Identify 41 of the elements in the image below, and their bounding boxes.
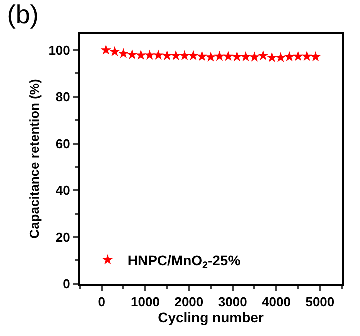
point <box>110 46 120 57</box>
point <box>302 51 312 62</box>
x-tick-label: 5000 <box>306 294 335 310</box>
point <box>214 51 226 62</box>
point <box>232 52 243 62</box>
point <box>170 50 182 60</box>
x-tick-label: 3000 <box>218 294 248 310</box>
x-tick-label: 2000 <box>174 294 204 310</box>
point <box>136 50 146 60</box>
y-tick-label: 80 <box>56 90 70 105</box>
point <box>240 52 252 62</box>
point <box>153 50 164 60</box>
x-tick-label: 4000 <box>262 294 291 310</box>
legend-label: HNPC/MnO$_{2}$-25% <box>128 252 242 272</box>
point <box>223 51 234 62</box>
point <box>258 50 269 60</box>
point <box>118 48 129 58</box>
y-tick-label: 20 <box>56 230 70 245</box>
point <box>206 52 216 62</box>
y-tick-label: 100 <box>48 42 70 58</box>
point <box>196 51 208 62</box>
point <box>179 50 190 60</box>
point <box>144 50 156 60</box>
x-axis-title: Cycling number <box>158 310 264 326</box>
point <box>100 44 112 55</box>
point <box>188 50 199 60</box>
point <box>162 50 173 60</box>
y-tick-label: 60 <box>56 136 70 152</box>
point <box>293 51 304 62</box>
point <box>127 49 138 60</box>
y-axis-title: Capacitance retention (%) <box>27 79 42 239</box>
y-tick-label: 40 <box>56 183 70 198</box>
y-tick-label: 0 <box>63 276 70 292</box>
point <box>310 52 322 62</box>
x-tick-label: 0 <box>98 294 106 310</box>
point <box>276 52 286 62</box>
point <box>284 52 295 62</box>
chart-title: (b) <box>7 0 39 30</box>
point <box>266 52 278 62</box>
point <box>249 52 260 62</box>
x-tick-label: 1000 <box>131 294 160 310</box>
